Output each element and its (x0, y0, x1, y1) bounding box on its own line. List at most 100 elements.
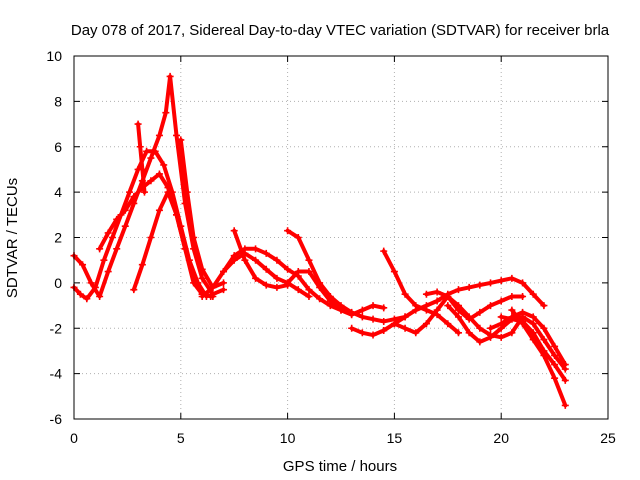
data-point (305, 286, 313, 294)
data-point (220, 286, 228, 294)
data-point (497, 320, 505, 328)
data-point (487, 279, 495, 287)
data-point (369, 315, 377, 323)
data-point (76, 290, 84, 298)
data-point (164, 188, 172, 196)
data-point (138, 184, 146, 192)
data-point (348, 311, 356, 319)
data-point (104, 229, 112, 237)
data-point (147, 154, 155, 162)
data-point (198, 274, 206, 282)
y-tick-label: 10 (46, 48, 62, 64)
data-point (130, 286, 138, 294)
data-point (284, 227, 292, 235)
y-tick-label: 6 (54, 139, 62, 155)
data-point (117, 211, 125, 219)
data-point (294, 268, 302, 276)
data-point (519, 292, 527, 300)
data-point (358, 329, 366, 337)
data-point (412, 329, 420, 337)
data-point (508, 329, 516, 337)
data-point (508, 315, 516, 323)
data-point (121, 222, 129, 230)
series-trace-arc-15 (424, 289, 525, 322)
data-point (273, 256, 281, 264)
data-point (380, 304, 388, 312)
data-point (284, 265, 292, 273)
data-point (305, 292, 313, 300)
data-point (190, 234, 198, 241)
data-point (444, 302, 452, 310)
x-tick-label: 20 (493, 430, 509, 446)
y-tick-label: -2 (50, 320, 63, 336)
data-point (140, 188, 148, 196)
data-point (465, 315, 473, 323)
data-point (358, 313, 366, 321)
data-point (241, 256, 249, 264)
data-point (529, 336, 537, 344)
data-point (198, 292, 206, 300)
data-point (284, 279, 292, 287)
data-point (348, 324, 356, 332)
data-point (454, 313, 462, 321)
series-trace-arc-11 (285, 269, 386, 317)
data-point (220, 279, 228, 287)
data-point (173, 211, 181, 219)
data-point (476, 281, 484, 289)
data-point (497, 333, 505, 341)
data-point (147, 177, 155, 185)
data-point (465, 329, 473, 337)
data-point (433, 288, 441, 296)
data-point (305, 256, 313, 264)
data-point (476, 338, 484, 346)
data-point (262, 249, 270, 257)
data-point (316, 295, 324, 303)
series-trace-arc-17 (488, 310, 568, 367)
y-axis-label: SDTVAR / TECUs (4, 178, 21, 298)
data-point (380, 247, 388, 255)
series-trace-arc-4 (131, 190, 215, 299)
data-point (138, 177, 146, 185)
data-point (273, 283, 281, 291)
data-point (185, 256, 193, 264)
data-point (126, 188, 134, 196)
data-point (198, 265, 206, 273)
data-point (401, 290, 409, 298)
data-point (508, 274, 516, 282)
data-point (181, 245, 189, 253)
data-point (262, 281, 270, 289)
data-point (155, 206, 163, 214)
data-point (87, 279, 95, 287)
data-point (401, 324, 409, 332)
data-point (190, 245, 198, 253)
data-point (551, 361, 559, 369)
data-point (155, 170, 163, 178)
data-point (294, 234, 302, 241)
data-point (190, 279, 198, 287)
data-point (177, 222, 185, 230)
data-point (138, 261, 146, 269)
data-point (497, 277, 505, 285)
data-point (162, 109, 170, 117)
data-point (241, 245, 249, 253)
data-point (519, 308, 527, 316)
data-point (422, 320, 430, 328)
data-point (181, 199, 189, 207)
x-tick-label: 10 (280, 430, 296, 446)
data-layer (70, 72, 569, 409)
data-point (83, 295, 91, 303)
data-point (173, 131, 181, 139)
data-point (380, 327, 388, 335)
data-point (252, 256, 260, 264)
chart-title: Day 078 of 2017, Sidereal Day-to-day VTE… (71, 22, 610, 39)
y-tick-label: 0 (54, 275, 62, 291)
data-point (412, 306, 420, 314)
data-point (444, 292, 452, 300)
data-point (108, 234, 116, 241)
data-point (529, 290, 537, 298)
data-point (134, 120, 142, 128)
x-tick-label: 0 (70, 430, 78, 446)
data-point (177, 136, 185, 144)
data-point (519, 317, 527, 325)
